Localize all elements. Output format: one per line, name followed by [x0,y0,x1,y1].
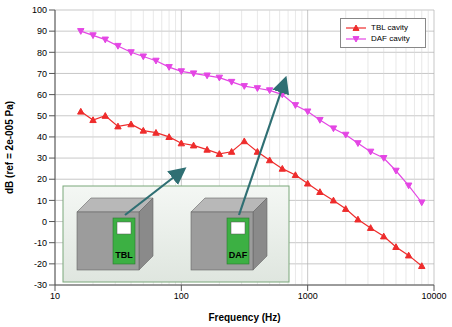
html-text:DAF cavity: DAF cavity [371,34,410,43]
html-text:TBL cavity: TBL cavity [371,23,408,32]
svg-text:70: 70 [37,69,47,79]
svg-text:0: 0 [42,217,47,227]
svg-text:dB (ref = 2e-005 Pa): dB (ref = 2e-005 Pa) [4,101,15,194]
svg-text:60: 60 [37,90,47,100]
svg-text:90: 90 [37,26,47,36]
svg-text:10: 10 [37,196,47,206]
svg-text:30: 30 [37,153,47,163]
svg-text:40: 40 [37,132,47,142]
svg-text:80: 80 [37,48,47,58]
svg-text:50: 50 [37,111,47,121]
svg-text:-20: -20 [34,259,47,269]
svg-text:100: 100 [174,291,189,301]
svg-text:1000: 1000 [298,291,318,301]
svg-text:-30: -30 [34,280,47,290]
svg-text:10000: 10000 [421,291,446,301]
svg-text:100: 100 [32,5,47,15]
svg-text:Frequency (Hz): Frequency (Hz) [208,312,280,323]
svg-text:20: 20 [37,174,47,184]
svg-text:TBL: TBL [115,250,133,260]
svg-text:10: 10 [50,291,60,301]
svg-text:-10: -10 [34,238,47,248]
svg-text:DAF: DAF [229,250,248,260]
